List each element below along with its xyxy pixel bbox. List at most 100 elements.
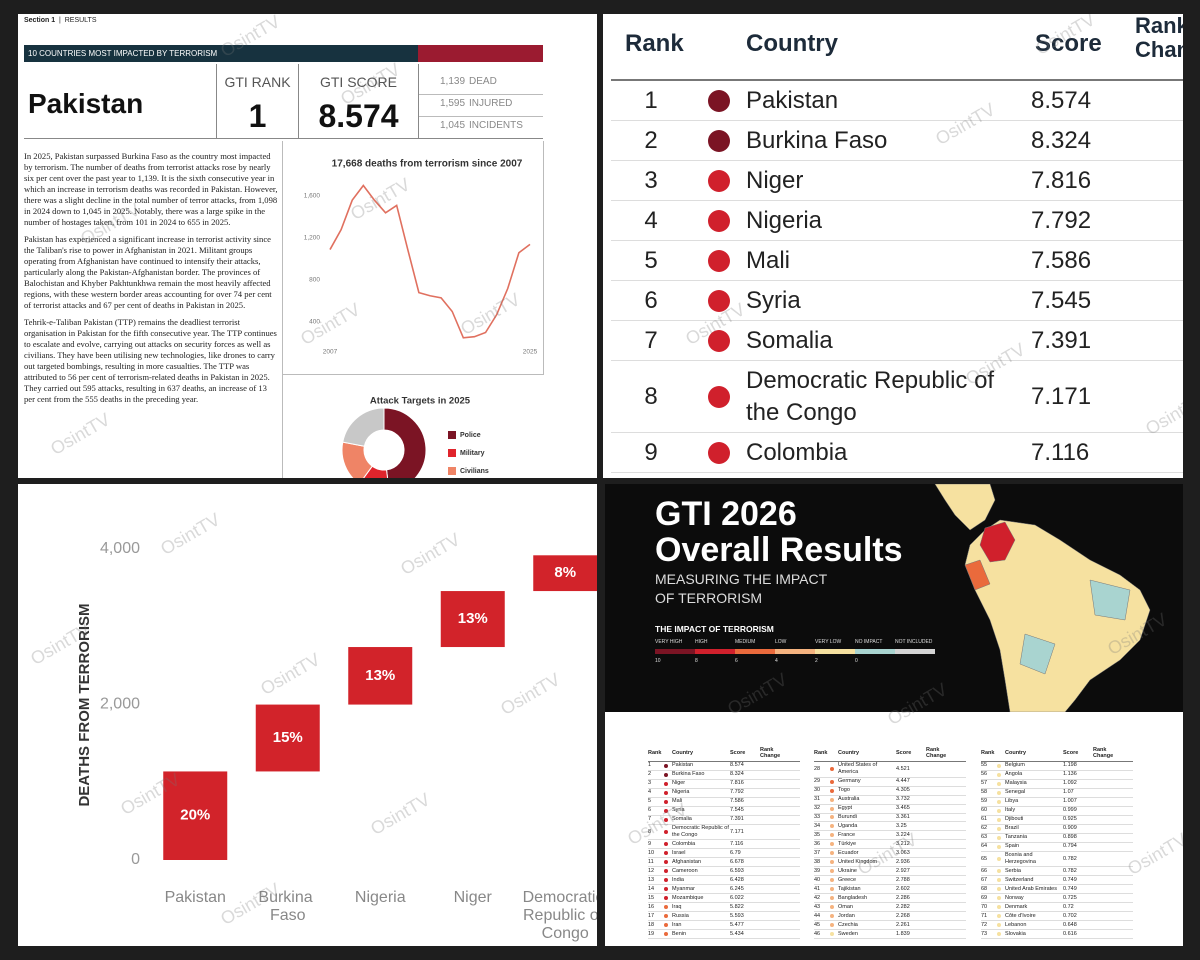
table-row: 6 Syria 7.545 [648, 807, 800, 816]
table-row: 35 France 3.224 [814, 831, 966, 841]
impact-dot [830, 923, 834, 928]
score: 2.602 [896, 885, 910, 892]
impact-dot [997, 808, 1001, 813]
rank: 58 [981, 789, 988, 796]
table-row: 72 Lebanon 0.648 [981, 921, 1133, 931]
country: Iraq [672, 903, 682, 910]
score: 7.391 [1031, 326, 1092, 354]
table-row: 1 Pakistan 8.574 [611, 81, 1183, 121]
country: Israel [672, 850, 686, 857]
country: Benin [672, 930, 687, 937]
country: Cameroon [672, 868, 698, 874]
rank: 1 [248, 98, 267, 134]
ranking-table: Rank Country Score Rank Change 1 Pakistan 8.5… [603, 14, 1183, 478]
legend-swatch [655, 649, 695, 654]
country: Syria [672, 807, 685, 814]
score: 0.782 [1063, 868, 1077, 874]
stat-label: DEAD [469, 76, 497, 87]
line-series [329, 184, 531, 339]
x-tick-label: 2025 [523, 349, 538, 356]
rank: 12 [648, 868, 655, 874]
table-row: 59 Libya 1.007 [981, 798, 1133, 807]
impact-dot [997, 914, 1001, 919]
bar [440, 591, 505, 648]
score: 8.324 [730, 771, 744, 778]
table-row: 18 Iran 5.477 [648, 921, 800, 931]
country: Pakistan [28, 88, 144, 119]
table-row: 19 Benin 5.434 [648, 930, 800, 940]
table-header: Rank Country Score Rank Change [981, 746, 1133, 762]
country: Belgium [1005, 762, 1025, 769]
impact-dot [830, 896, 834, 901]
score: 7.116 [1031, 438, 1090, 466]
rank: 5 [644, 246, 658, 274]
country: Burkina Faso [746, 126, 888, 154]
country: Oman [838, 903, 853, 910]
impact-dot [997, 905, 1001, 910]
impact-dot [664, 896, 668, 901]
score: 1.007 [1063, 798, 1077, 805]
rank: 64 [981, 843, 988, 850]
country: Mozambique [672, 894, 704, 901]
map-region [1019, 633, 1056, 675]
result-table: Rank Country Score Rank Change 28 United Stat… [814, 746, 966, 940]
dot-cell [691, 249, 746, 272]
country: United States of America [838, 762, 878, 776]
impact-dot [997, 826, 1001, 831]
report-page: Section 1 | RESULTS 10 COUNTRIES MOST IM… [18, 14, 597, 478]
country: Pakistan [672, 762, 694, 769]
legend-swatch [735, 649, 775, 654]
score: 5.434 [730, 930, 744, 937]
score: 0.999 [1063, 807, 1077, 814]
stat-value: 1,045 [440, 120, 466, 131]
table-row: 38 United Kingdom 2.936 [814, 858, 966, 868]
impact-dot [997, 799, 1001, 804]
donut-slice [341, 441, 373, 478]
rank: 67 [981, 876, 988, 883]
score: 7.545 [730, 807, 744, 814]
table-row: 43 Oman 2.282 [814, 903, 966, 913]
country: Syria [746, 286, 801, 314]
rank: 66 [981, 868, 988, 874]
score: 3.25 [896, 823, 907, 830]
y-tick-label: 2,000 [100, 696, 140, 713]
rank-label: GTI RANK [224, 74, 291, 90]
line-chart: 17,668 deaths from terrorism since 2007 1… [304, 159, 538, 356]
impact-dot [664, 817, 668, 822]
country: Burkina Faso [672, 771, 705, 778]
impact-dot [997, 887, 1001, 892]
country: France [838, 832, 856, 839]
impact-dot [707, 209, 730, 232]
table-row: 2 Burkina Faso 8.324 [648, 771, 800, 780]
impact-dot [830, 878, 834, 883]
score: 0.72 [1063, 903, 1074, 910]
impact-dot [707, 289, 730, 312]
cover-title: GTI 2026 Overall Results [655, 496, 903, 568]
rank: 18 [648, 921, 655, 928]
map-region [934, 484, 996, 531]
country: Spain [1005, 843, 1020, 850]
score: 2.936 [896, 859, 910, 866]
x-tick-label: Nigeria [355, 889, 406, 906]
score: 7.171 [1031, 382, 1092, 410]
score: 6.678 [730, 859, 744, 866]
score: 7.586 [1031, 246, 1092, 274]
impact-dot [830, 869, 834, 874]
rank: 73 [981, 930, 988, 937]
legend-tick: 2 [815, 658, 818, 664]
score: 0.725 [1063, 894, 1077, 901]
column-header: Rank [814, 749, 828, 756]
rank: 62 [981, 825, 988, 832]
divider [282, 141, 283, 478]
stat: 1,595 INJURED [440, 98, 512, 109]
legend-title: THE IMPACT OF TERRORISM [655, 624, 774, 634]
column-header: Score [1063, 749, 1079, 756]
column-header: Score [1035, 30, 1102, 57]
table-row: 2 Burkina Faso 8.324 [611, 121, 1183, 161]
x-tick-label: Burkina Faso [258, 889, 317, 924]
country: Serbia [1005, 868, 1021, 874]
table-row: 32 Egypt 3.465 [814, 805, 966, 814]
impact-dot [830, 860, 834, 865]
country: Democratic Republic of the Congo [672, 825, 729, 839]
impact-dot [997, 896, 1001, 901]
